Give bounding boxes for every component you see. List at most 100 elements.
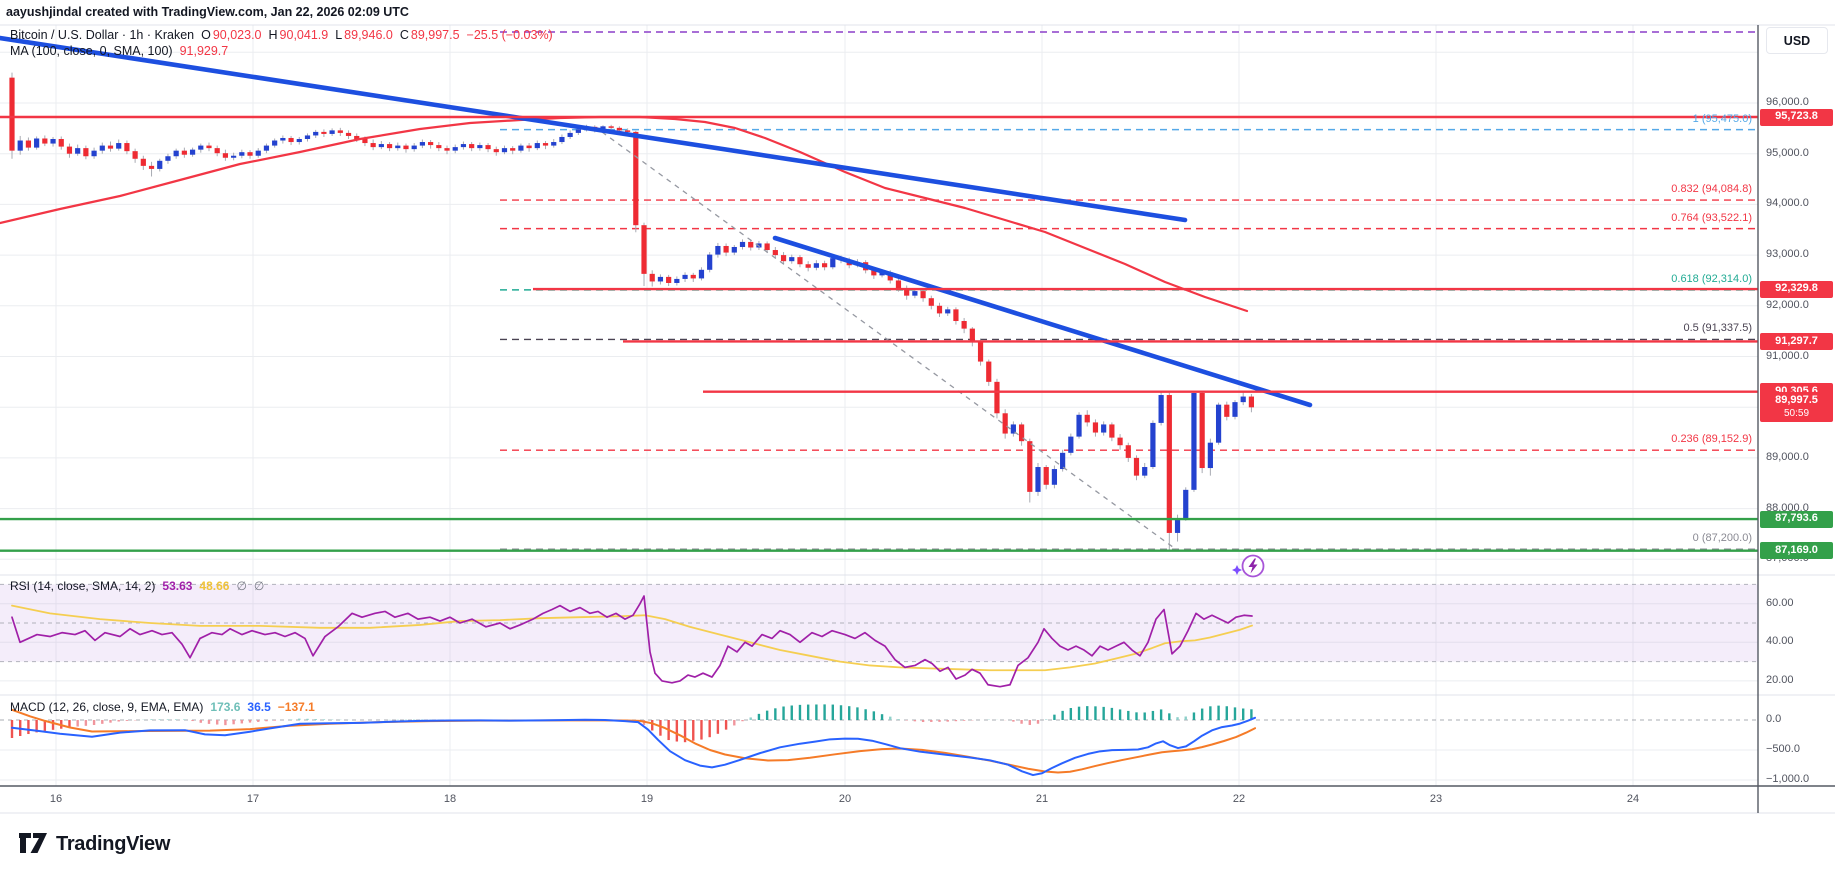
candle xyxy=(1232,402,1238,417)
candle xyxy=(1207,442,1213,469)
candle xyxy=(657,276,664,282)
candle xyxy=(321,131,327,134)
rsi-tick-label: 40.00 xyxy=(1766,635,1794,648)
low-label: L xyxy=(335,28,343,42)
candle xyxy=(1068,436,1074,453)
candle xyxy=(961,321,967,329)
candle xyxy=(444,148,450,151)
candle xyxy=(666,276,672,283)
candle xyxy=(551,142,557,146)
candle xyxy=(542,143,549,146)
candle xyxy=(986,361,992,382)
ma-legend[interactable]: MA (100, close, 0, SMA, 100) 91,929.7 xyxy=(10,44,228,58)
candle xyxy=(600,126,606,129)
ma-value: 91,929.7 xyxy=(179,44,229,58)
candle xyxy=(739,241,746,247)
candle xyxy=(1248,396,1255,408)
candle xyxy=(469,144,475,149)
candle xyxy=(198,145,204,150)
candle xyxy=(830,258,836,268)
candle xyxy=(493,149,499,153)
price-badge-main: 92,329.8 xyxy=(1775,282,1818,295)
candle xyxy=(9,77,15,151)
candle xyxy=(977,341,984,362)
rsi-null-value-1: ∅ xyxy=(236,579,247,593)
trendline-major-downtrend xyxy=(0,35,1188,223)
fib-level-label: 0.5 (91,337.5) xyxy=(1683,322,1753,335)
candle xyxy=(879,272,885,276)
rsi-legend[interactable]: RSI (14, close, SMA, 14, 2) 53.63 48.66 … xyxy=(10,579,264,593)
currency-selector[interactable]: USD xyxy=(1766,27,1828,54)
lightning-bolt-icon xyxy=(1248,558,1258,574)
candle xyxy=(173,150,179,157)
candle xyxy=(255,150,261,156)
candle xyxy=(66,146,73,154)
candle xyxy=(887,272,893,281)
candle xyxy=(715,245,721,255)
candle xyxy=(1010,424,1016,434)
candle xyxy=(436,145,442,149)
candle xyxy=(1035,467,1041,492)
sparkle-icon xyxy=(1232,565,1242,575)
candle xyxy=(189,149,196,155)
open-value: 90,023.0 xyxy=(212,28,262,42)
measure-trendline xyxy=(601,131,1178,551)
time-tick-label: 20 xyxy=(838,793,852,805)
candle xyxy=(1043,467,1049,485)
close-label: C xyxy=(399,28,409,42)
price-badge: 92,329.8 xyxy=(1760,280,1833,298)
candle xyxy=(116,143,122,149)
candle xyxy=(132,151,138,159)
candle xyxy=(296,138,302,143)
time-tick-label: 22 xyxy=(1232,793,1246,805)
macd-legend[interactable]: MACD (12, 26, close, 9, EMA, EMA) 173.6 … xyxy=(10,700,315,714)
candle xyxy=(42,138,48,144)
candle xyxy=(1191,393,1197,490)
candle xyxy=(1240,396,1246,403)
candle xyxy=(107,145,114,149)
symbol-legend[interactable]: Bitcoin / U.S. Dollar · 1h · Kraken O 90,… xyxy=(10,28,553,42)
candle xyxy=(231,155,237,158)
candle xyxy=(354,135,360,139)
candle xyxy=(17,140,23,151)
candle xyxy=(510,148,516,151)
tradingview-logo[interactable]: TradingView xyxy=(18,831,170,857)
candle xyxy=(1076,414,1082,437)
rsi-pane xyxy=(0,583,1758,688)
price-tick-label: 93,000.0 xyxy=(1766,248,1809,261)
macd-line xyxy=(11,716,1256,777)
time-tick-label: 23 xyxy=(1429,793,1443,805)
rsi-null-value-2: ∅ xyxy=(253,579,265,593)
candle xyxy=(99,145,105,151)
candle xyxy=(272,140,278,146)
candle xyxy=(904,288,910,296)
candle xyxy=(559,136,565,143)
candle xyxy=(75,148,81,154)
price-badge-countdown: 50:59 xyxy=(1783,407,1810,419)
time-tick-label: 21 xyxy=(1035,793,1049,805)
candle xyxy=(1060,452,1066,470)
candle xyxy=(460,144,467,148)
candle xyxy=(764,243,770,251)
candle xyxy=(403,145,409,150)
candle xyxy=(157,160,163,169)
candle xyxy=(1109,424,1115,438)
fib-level-label: 0.764 (93,522.1) xyxy=(1671,211,1752,224)
candle xyxy=(58,138,64,147)
candle xyxy=(797,257,803,265)
low-value: 89,946.0 xyxy=(344,28,393,42)
candle xyxy=(239,152,245,156)
candle xyxy=(936,305,943,314)
candle xyxy=(214,148,220,154)
candle xyxy=(337,130,343,133)
candle xyxy=(165,156,171,161)
candle xyxy=(1174,518,1181,533)
candle xyxy=(608,126,614,128)
supercharts-lightning-icon[interactable] xyxy=(1230,550,1270,584)
candle xyxy=(945,309,951,314)
candle xyxy=(345,132,352,136)
candle xyxy=(1018,424,1025,442)
candle xyxy=(633,131,639,226)
candle xyxy=(871,270,877,276)
